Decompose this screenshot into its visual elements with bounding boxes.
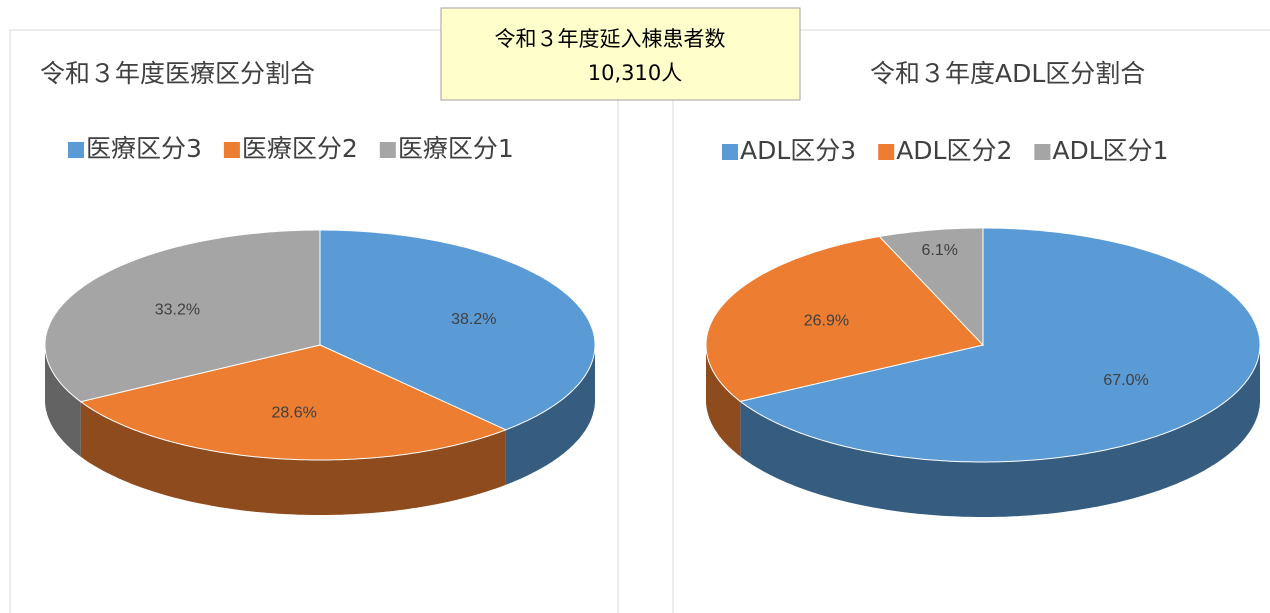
legend-swatch (722, 144, 738, 160)
slice (739, 227, 1261, 463)
legend-swatch (223, 142, 240, 158)
slice-side (80, 401, 506, 515)
slice-side-shade (706, 345, 741, 457)
legend-label: ADL区分1 (1052, 136, 1168, 165)
slice (705, 235, 984, 402)
pie (705, 227, 1261, 517)
legend-swatch (68, 142, 84, 158)
slice (319, 229, 596, 431)
legend-swatch (1034, 144, 1051, 160)
slice (878, 227, 984, 347)
slice-side-shade (740, 345, 1260, 517)
data-label: 28.6% (272, 404, 317, 421)
legend-label: 医療区分2 (242, 134, 358, 163)
legend-label: ADL区分2 (896, 136, 1012, 165)
slice-side (740, 345, 1260, 517)
legend-label: ADL区分3 (740, 136, 856, 165)
callout-text: 令和３年度延入棟患者数 (495, 27, 726, 51)
slice-side-shade (45, 345, 81, 457)
legend-swatch (878, 144, 895, 160)
callout-text: 10,310人 (588, 61, 682, 85)
data-label: 67.0% (1103, 372, 1148, 389)
chart-title: 令和３年度医療区分割合 (40, 59, 315, 88)
chart-title: 令和３年度ADL区分割合 (870, 59, 1145, 88)
slice (79, 344, 507, 461)
legend-swatch (379, 142, 396, 158)
pie (44, 229, 596, 515)
slice (44, 229, 321, 403)
data-label: 38.2% (451, 311, 496, 328)
slice-side (45, 345, 81, 457)
data-label: 33.2% (155, 301, 200, 318)
slice-side-shade (505, 345, 595, 485)
data-label: 26.9% (804, 313, 849, 330)
slice-side-shade (80, 401, 506, 515)
callout-box (440, 7, 801, 101)
legend-label: 医療区分1 (398, 134, 514, 163)
slice-side (706, 345, 741, 457)
slice-side (505, 345, 595, 485)
legend-label: 医療区分3 (86, 134, 202, 163)
data-label: 6.1% (922, 242, 958, 259)
